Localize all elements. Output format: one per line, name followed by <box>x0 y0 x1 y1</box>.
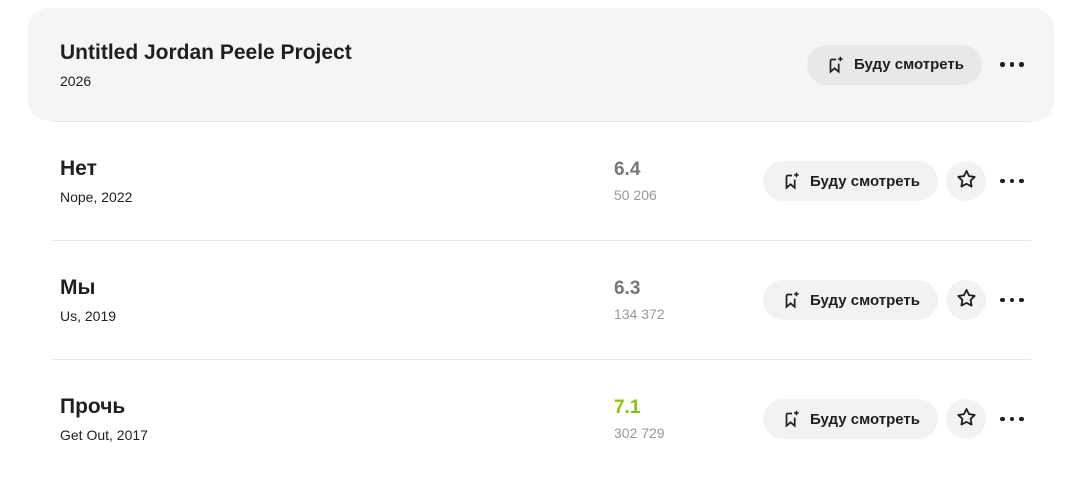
star-icon <box>955 287 978 313</box>
will-watch-button-label: Буду смотреть <box>809 172 920 190</box>
will-watch-button-label: Буду смотреть <box>853 56 964 73</box>
star-icon <box>955 168 978 194</box>
star-rate-button[interactable] <box>946 280 986 320</box>
movie-row: Мы Us, 2019 6.3 134 372 Буду смотреть <box>53 240 1031 359</box>
rating-value: 7.1 <box>614 397 763 419</box>
row-actions: Буду смотреть <box>806 44 1026 85</box>
will-watch-button-label: Буду смотреть <box>809 410 920 428</box>
ellipsis-icon <box>1000 178 1005 184</box>
will-watch-button[interactable]: Буду смотреть <box>762 399 938 439</box>
will-watch-button[interactable]: Буду смотреть <box>762 280 938 320</box>
rating-cell: 6.3 134 372 <box>614 278 763 323</box>
movie-info: Прочь Get Out, 2017 <box>60 394 614 444</box>
ellipsis-icon <box>1000 297 1005 303</box>
movie-original-title: 2026 <box>60 72 92 89</box>
bookmark-plus-icon <box>781 290 801 310</box>
movie-title-link[interactable]: Прочь <box>60 395 126 418</box>
movie-list: Untitled Jordan Peele Project 2026 Буду … <box>0 8 1085 478</box>
will-watch-button[interactable]: Буду смотреть <box>762 161 938 201</box>
rating-votes-count: 134 372 <box>613 305 665 322</box>
will-watch-button-label: Буду смотреть <box>809 291 920 309</box>
rating-value: 6.3 <box>613 277 641 299</box>
movie-row: Нет Nope, 2022 6.4 50 206 Буду смотреть <box>53 121 1031 240</box>
bookmark-plus-icon <box>781 171 801 191</box>
row-actions: Буду смотреть <box>762 161 1026 201</box>
movie-original-title: Nope, 2022 <box>60 189 133 205</box>
bookmark-plus-icon <box>825 55 845 75</box>
rating-cell: 7.1 302 729 <box>614 397 763 442</box>
ellipsis-icon <box>1000 62 1005 67</box>
movie-title-link[interactable]: Нет <box>60 157 97 180</box>
movie-title-link[interactable]: Untitled Jordan Peele Project <box>60 40 352 64</box>
will-watch-button[interactable]: Буду смотреть <box>806 44 982 85</box>
more-actions-button[interactable] <box>998 280 1026 320</box>
row-actions: Буду смотреть <box>762 399 1026 439</box>
movie-info: Мы Us, 2019 <box>60 275 614 325</box>
movie-title-link[interactable]: Мы <box>60 276 96 299</box>
more-actions-button[interactable] <box>998 399 1026 439</box>
movie-original-title: Us, 2019 <box>60 308 117 324</box>
bookmark-plus-icon <box>781 409 801 429</box>
star-icon <box>955 406 978 432</box>
movie-info: Нет Nope, 2022 <box>60 156 614 206</box>
row-actions: Буду смотреть <box>762 280 1026 320</box>
ellipsis-icon <box>1000 416 1005 422</box>
rating-value: 6.4 <box>613 158 641 180</box>
star-rate-button[interactable] <box>946 161 986 201</box>
more-actions-button[interactable] <box>998 45 1026 85</box>
rating-votes-count: 50 206 <box>613 186 657 203</box>
movie-original-title: Get Out, 2017 <box>60 427 148 443</box>
more-actions-button[interactable] <box>998 161 1026 201</box>
movie-row: Прочь Get Out, 2017 7.1 302 729 Буду смо… <box>53 359 1031 478</box>
rating-cell: 6.4 50 206 <box>614 159 763 204</box>
movie-info: Untitled Jordan Peele Project 2026 <box>60 40 807 90</box>
rating-votes-count: 302 729 <box>613 424 665 441</box>
star-rate-button[interactable] <box>946 399 986 439</box>
movie-row: Untitled Jordan Peele Project 2026 Буду … <box>28 8 1054 121</box>
